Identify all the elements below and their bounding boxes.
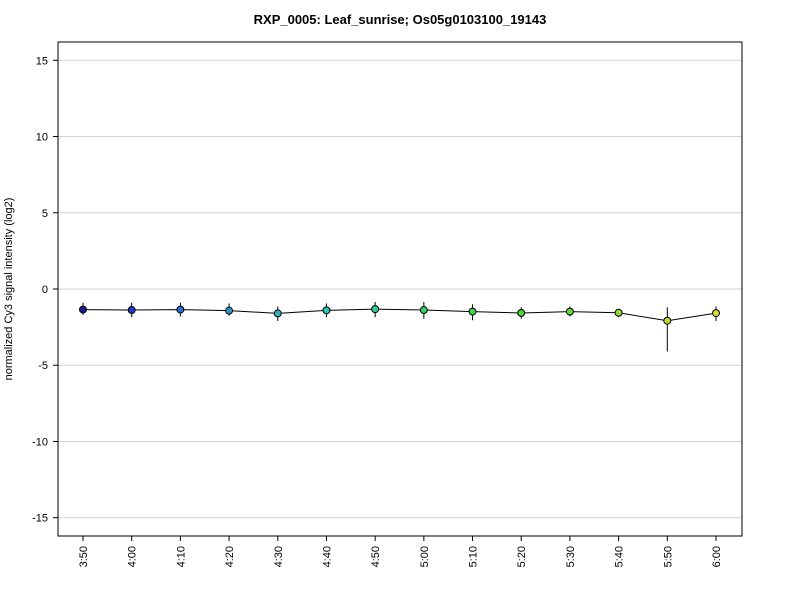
plot-frame bbox=[57, 41, 743, 537]
data-point bbox=[614, 308, 623, 317]
data-point bbox=[225, 306, 234, 315]
x-tick-label: 4:30 bbox=[273, 546, 285, 567]
x-tick-label: 4:20 bbox=[224, 546, 236, 567]
x-tick-label: 5:20 bbox=[516, 546, 528, 567]
x-tick-label: 4:50 bbox=[370, 546, 382, 567]
y-tick-label: -10 bbox=[32, 436, 48, 448]
x-axis: 3:50 4:00 4:10 4:20 4:30 4:40 4:50 5:00 5:10 5:20… bbox=[78, 536, 723, 567]
data-point bbox=[712, 309, 720, 318]
y-tick-label: -15 bbox=[32, 513, 48, 525]
data-point bbox=[371, 305, 380, 314]
x-tick-label: 5:30 bbox=[565, 546, 577, 567]
data-point bbox=[79, 305, 87, 314]
data-series bbox=[79, 301, 720, 352]
x-tick-label: 6:00 bbox=[711, 546, 723, 567]
y-axis: -15 -10 -5 0 5 10 15 bbox=[32, 55, 58, 525]
data-point bbox=[322, 306, 331, 315]
y-tick-label: 5 bbox=[42, 208, 48, 220]
y-tick-label: 10 bbox=[36, 132, 48, 144]
x-tick-label: 5:50 bbox=[662, 546, 674, 567]
data-point bbox=[176, 305, 185, 314]
y-tick-label: 15 bbox=[36, 55, 48, 67]
data-point bbox=[419, 306, 428, 315]
data-point bbox=[468, 307, 477, 316]
chart-title: RXP_0005: Leaf_sunrise; Os05g0103100_191… bbox=[253, 12, 547, 27]
x-tick-label: 5:00 bbox=[419, 546, 431, 567]
x-tick-label: 5:10 bbox=[468, 546, 480, 567]
data-point bbox=[663, 316, 672, 325]
data-point bbox=[273, 309, 282, 318]
x-tick-label: 4:40 bbox=[321, 546, 333, 567]
x-tick-label: 3:50 bbox=[78, 546, 90, 567]
data-point bbox=[127, 306, 136, 315]
x-tick-label: 5:40 bbox=[614, 546, 626, 567]
x-tick-label: 4:00 bbox=[127, 546, 139, 567]
y-tick-label: -5 bbox=[38, 360, 48, 372]
gridlines bbox=[58, 59, 742, 519]
y-tick-label: 0 bbox=[42, 284, 48, 296]
data-point bbox=[565, 307, 574, 316]
data-point bbox=[517, 308, 526, 317]
series-line bbox=[82, 308, 717, 322]
x-tick-label: 4:10 bbox=[175, 546, 187, 567]
